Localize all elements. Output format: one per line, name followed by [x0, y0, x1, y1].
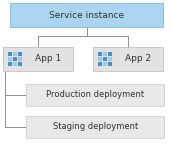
FancyBboxPatch shape: [107, 57, 112, 61]
Text: App 2: App 2: [125, 54, 152, 63]
FancyBboxPatch shape: [13, 52, 17, 56]
FancyBboxPatch shape: [13, 61, 17, 66]
FancyBboxPatch shape: [107, 52, 112, 56]
Text: Service instance: Service instance: [49, 11, 124, 20]
FancyBboxPatch shape: [8, 61, 12, 66]
FancyBboxPatch shape: [103, 52, 107, 56]
FancyBboxPatch shape: [93, 47, 163, 71]
FancyBboxPatch shape: [10, 3, 163, 27]
FancyBboxPatch shape: [26, 116, 164, 138]
FancyBboxPatch shape: [17, 52, 22, 56]
FancyBboxPatch shape: [103, 57, 107, 61]
FancyBboxPatch shape: [26, 84, 164, 106]
FancyBboxPatch shape: [8, 52, 12, 56]
FancyBboxPatch shape: [107, 61, 112, 66]
FancyBboxPatch shape: [17, 61, 22, 66]
FancyBboxPatch shape: [103, 61, 107, 66]
FancyBboxPatch shape: [98, 61, 102, 66]
FancyBboxPatch shape: [3, 47, 73, 71]
Text: Production deployment: Production deployment: [46, 90, 144, 99]
FancyBboxPatch shape: [98, 52, 102, 56]
FancyBboxPatch shape: [8, 57, 12, 61]
FancyBboxPatch shape: [17, 57, 22, 61]
FancyBboxPatch shape: [13, 57, 17, 61]
FancyBboxPatch shape: [98, 57, 102, 61]
Text: App 1: App 1: [35, 54, 62, 63]
Text: Staging deployment: Staging deployment: [53, 122, 138, 131]
